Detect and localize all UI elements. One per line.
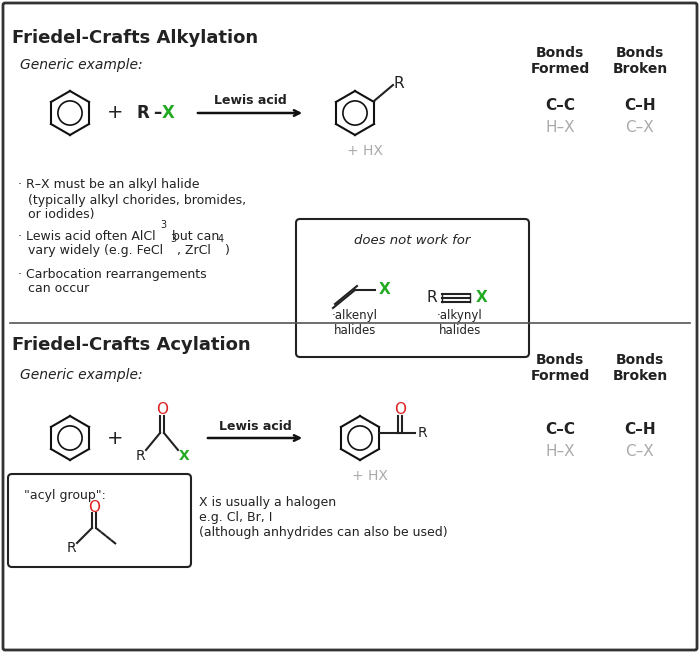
Text: R: R [393,76,405,91]
Text: Lewis acid: Lewis acid [218,419,291,432]
Text: or iodides): or iodides) [28,208,94,221]
Text: +: + [106,103,123,123]
Text: ·alkynyl
halides: ·alkynyl halides [437,309,483,337]
Text: (typically alkyl chorides, bromides,: (typically alkyl chorides, bromides, [28,194,246,207]
Text: · Carbocation rearrangements: · Carbocation rearrangements [18,268,206,281]
Text: R: R [136,104,149,122]
Text: · R–X must be an alkyl halide: · R–X must be an alkyl halide [18,178,199,191]
Text: C–C: C–C [545,422,575,438]
Text: ): ) [225,244,230,257]
Text: Bonds
Broken: Bonds Broken [612,353,668,383]
Text: R: R [427,291,438,306]
Text: X: X [178,449,190,463]
Text: 4: 4 [218,234,224,244]
Text: –: – [153,104,161,122]
FancyBboxPatch shape [3,3,697,650]
Text: C–X: C–X [626,119,655,135]
Text: + HX: + HX [352,469,388,483]
Text: H–X: H–X [545,445,575,460]
Text: O: O [394,402,406,417]
Text: X: X [476,291,488,306]
Text: "acyl group":: "acyl group": [24,490,106,503]
Text: Generic example:: Generic example: [20,58,143,72]
Text: O: O [156,402,168,417]
Text: C–X: C–X [626,445,655,460]
Text: Friedel-Crafts Alkylation: Friedel-Crafts Alkylation [12,29,258,47]
Text: , ZrCl: , ZrCl [177,244,211,257]
FancyBboxPatch shape [296,219,529,357]
Text: H–X: H–X [545,119,575,135]
Text: but can: but can [168,230,219,243]
Text: vary widely (e.g. FeCl: vary widely (e.g. FeCl [28,244,163,257]
Text: 3: 3 [160,220,166,230]
Text: Generic example:: Generic example: [20,368,143,382]
FancyBboxPatch shape [8,474,191,567]
Text: Bonds
Formed: Bonds Formed [531,353,589,383]
Text: C–H: C–H [624,97,656,112]
Text: +: + [106,428,123,447]
Text: Lewis acid: Lewis acid [214,95,286,108]
Text: R: R [135,449,145,463]
Text: C–C: C–C [545,97,575,112]
Text: does not work for: does not work for [354,234,470,247]
Text: 3: 3 [170,234,176,244]
Text: X: X [162,104,174,122]
Text: O: O [88,500,100,515]
Text: Friedel-Crafts Acylation: Friedel-Crafts Acylation [12,336,251,354]
Text: C–H: C–H [624,422,656,438]
Text: R: R [66,541,76,555]
Text: X: X [379,283,391,298]
Text: ·alkenyl
halides: ·alkenyl halides [332,309,378,337]
Text: R: R [417,426,427,440]
Text: + HX: + HX [347,144,383,158]
Text: can occur: can occur [28,282,90,295]
Text: X is usually a halogen
e.g. Cl, Br, I
(although anhydrides can also be used): X is usually a halogen e.g. Cl, Br, I (a… [199,496,447,539]
Text: Bonds
Broken: Bonds Broken [612,46,668,76]
Text: Bonds
Formed: Bonds Formed [531,46,589,76]
Text: · Lewis acid often AlCl: · Lewis acid often AlCl [18,230,155,243]
